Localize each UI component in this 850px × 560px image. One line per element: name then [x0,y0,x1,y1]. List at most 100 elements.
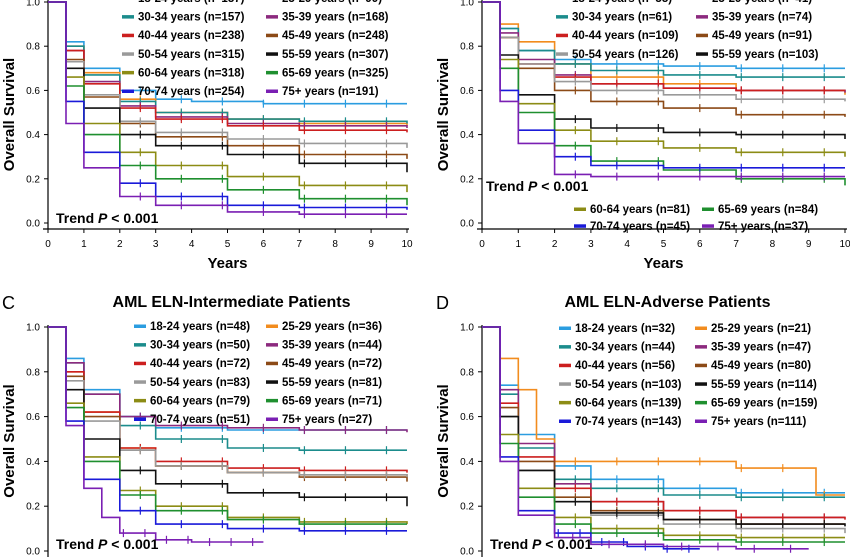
y-tick-label: 0.8 [26,367,40,378]
legend-swatch [122,70,134,75]
legend-item-35-39: 35-39 years (n=47) [695,342,811,354]
y-tick-label: 0.6 [460,86,474,97]
legend-swatch [122,15,134,19]
legend-item-45-49: 45-49 years (n=248) [266,30,389,42]
legend-label: 35-39 years (n=44) [282,340,382,352]
legend-label: 55-59 years (n=114) [711,379,817,391]
survival-curve-55-59 [48,1,408,173]
legend-item-75+: 75+ years (n=37) [702,221,808,233]
legend-swatch [266,324,278,328]
y-tick-label: 0.6 [26,412,40,423]
survival-curve-65-69 [48,326,407,525]
legend-swatch [266,417,278,421]
y-tick-label: 0.8 [26,42,40,53]
legend-item-55-59: 55-59 years (n=114) [695,379,817,391]
x-tick-label: 8 [332,239,338,250]
legend-item-60-64: 60-64 years (n=81) [574,204,690,216]
y-tick-label: 0.2 [460,502,474,513]
y-tick-label: 0.4 [460,457,474,468]
legend-item-45-49: 45-49 years (n=91) [696,30,812,42]
legend-label: 50-54 years (n=315) [138,49,245,61]
legend-swatch [134,398,146,403]
survival-curve-75+ [482,1,845,178]
y-tick-label: 0.2 [460,174,474,185]
legend-swatch [266,343,278,347]
survival-curve-70-74 [482,326,700,550]
legend-item-55-59: 55-59 years (n=307) [266,49,389,61]
legend-label: 65-69 years (n=325) [282,67,389,79]
x-tick-label: 9 [368,239,374,250]
legend-item-75+: 75+ years (n=191) [266,86,379,98]
x-tick-label: 5 [661,239,667,250]
legend-label: 70-74 years (n=51) [150,414,250,426]
legend-item-18-24: 18-24 years (n=157) [138,0,245,5]
x-tick-label: 7 [297,239,303,250]
x-tick-label: 4 [189,239,195,250]
chart-title: AML ELN-Intermediate Patients [113,294,351,311]
trend-p-value: Trend P < 0.001 [56,536,159,552]
survival-curve-35-39 [48,326,408,433]
survival-curve-55-59 [482,326,846,527]
legend-label: 60-64 years (n=318) [138,67,245,79]
trend-value: < 0.001 [107,210,158,226]
y-tick-label: 0.0 [26,219,40,230]
legend-label: 35-39 years (n=74) [712,12,812,24]
legend-item-18-24: 18-24 years (n=55) [572,0,672,5]
survival-curve-18-24 [482,326,845,494]
survival-curve-30-34 [482,326,845,498]
trend-prefix: Trend [56,536,98,552]
y-tick-label: 0.8 [460,42,474,53]
legend-item-35-39: 35-39 years (n=168) [266,12,389,24]
y-axis-label: Overall Survival [1,384,18,497]
y-tick-label: 0.4 [460,130,474,141]
legend-swatch [695,363,707,368]
survival-curve-40-44 [482,326,846,520]
legend-label: 75+ years (n=111) [711,416,806,428]
x-tick-label: 0 [45,239,51,250]
legend-label: 65-69 years (n=71) [282,395,382,407]
y-tick-label: 0.0 [26,547,40,558]
legend-item-30-34: 30-34 years (n=44) [559,342,675,354]
legend-label: 60-64 years (n=81) [590,204,690,216]
legend-swatch [696,15,708,19]
x-tick-label: 1 [516,239,522,250]
legend-label: 70-74 years (n=45) [590,221,690,233]
legend-swatch [559,400,571,405]
x-tick-label: 8 [770,239,776,250]
legend-swatch [702,224,714,228]
legend-swatch [695,419,707,423]
legend-swatch [266,15,278,19]
legend-swatch [559,326,571,330]
legend-swatch [266,361,278,366]
survival-curve-65-69 [482,326,845,543]
legend-label: 50-54 years (n=126) [572,49,679,61]
curves [482,1,846,186]
legend-label: 25-29 years (n=36) [282,321,382,333]
curves [482,326,846,553]
legend-label: 45-49 years (n=248) [282,30,389,42]
y-tick-label: 1.0 [26,323,40,334]
legend-item-60-64: 60-64 years (n=318) [122,67,245,79]
survival-curve-50-54 [482,1,846,102]
trend-p: P [98,536,108,552]
trend-prefix: Trend [486,178,528,194]
survival-curve-70-74 [48,326,407,532]
chart-title: AML ELN-Adverse Patients [565,294,771,311]
x-tick-label: 7 [733,239,739,250]
y-tick-label: 0.8 [460,367,474,378]
legend-item-25-29: 25-29 years (n=21) [695,323,811,335]
x-tick-label: 6 [261,239,267,250]
legend-item-75+: 75+ years (n=111) [695,416,806,428]
legend-swatch [134,417,146,421]
legend-item-45-49: 45-49 years (n=72) [266,358,382,370]
legend-label: 70-74 years (n=254) [138,86,245,98]
legend-item-60-64: 60-64 years (n=139) [559,397,682,409]
legend-item-70-74: 70-74 years (n=143) [559,416,682,428]
y-tick-label: 0.0 [460,219,474,230]
legend-swatch [134,380,146,384]
x-tick-label: 5 [225,239,231,250]
y-tick-label: 0.2 [26,174,40,185]
legend-label: 30-34 years (n=44) [575,342,675,354]
legend-swatch [559,345,571,349]
